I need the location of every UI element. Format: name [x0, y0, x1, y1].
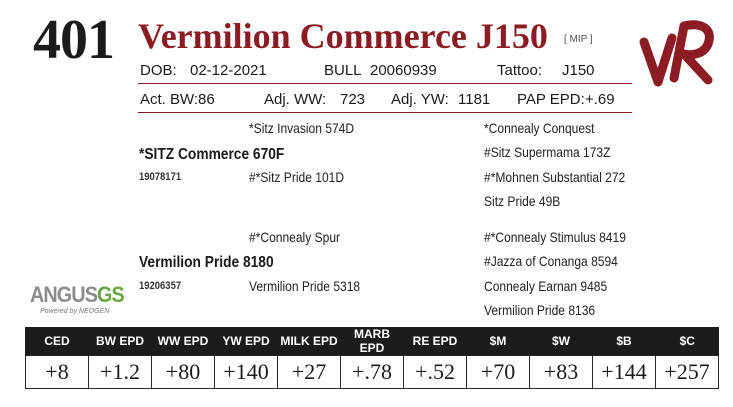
epd-value-marb: +.78 [340, 355, 404, 389]
epd-table: CED BW EPD WW EPD YW EPD MILK EPD MARB E… [25, 327, 719, 389]
epd-value-b: +144 [592, 355, 656, 389]
angus-gs-logo: ANGUSGS [30, 282, 125, 308]
tattoo-label: Tattoo: [497, 62, 543, 79]
dam-sire: #*Connealy Spur [249, 229, 341, 245]
sire-dam: #*Sitz Pride 101D [249, 169, 345, 185]
sire-sire-dam: #Sitz Supermama 173Z [484, 144, 611, 160]
pap-value: +.69 [585, 91, 615, 108]
gs-text: GS [97, 282, 125, 307]
epd-value-re: +.52 [403, 355, 467, 389]
epd-value-m: +70 [466, 355, 530, 389]
epd-value-ced: +8 [25, 355, 89, 389]
sire-dam-dam: Sitz Pride 49B [484, 193, 561, 209]
epd-header-milk: MILK EPD [277, 327, 341, 356]
sire-registration: 19078171 [139, 171, 182, 183]
epd-header-b: $B [592, 327, 656, 356]
powered-by-text: Powered by NEOGEN [40, 308, 110, 315]
adj-ww-label: Adj. WW: [264, 91, 327, 108]
dam-dam-sire: Connealy Earnan 9485 [484, 278, 608, 294]
epd-value-milk: +27 [277, 355, 341, 389]
dam-registration: 19206357 [139, 280, 182, 292]
act-bw-value: 86 [198, 91, 215, 108]
mip-tag: [ MIP ] [564, 34, 593, 45]
sire-sire-sire: *Connealy Conquest [484, 120, 595, 136]
tattoo-value: J150 [562, 62, 595, 79]
divider-line [138, 83, 632, 84]
animal-name: Vermilion Commerce J150 [138, 16, 548, 56]
dam-sire-sire: #*Connealy Stimulus 8419 [484, 229, 626, 245]
sex-value: BULL [324, 62, 362, 79]
sire-name: *SITZ Commerce 670F [139, 146, 285, 163]
epd-value-row: +8 +1.2 +80 +140 +27 +.78 +.52 +70 +83 +… [25, 355, 719, 389]
epd-value-ww: +80 [151, 355, 215, 389]
dam-dam: Vermilion Pride 5318 [249, 278, 361, 294]
dob-label: DOB: [140, 62, 177, 79]
vr-brand-logo-icon [639, 20, 714, 87]
lot-number: 401 [33, 9, 115, 71]
epd-header-yw: YW EPD [214, 327, 278, 356]
epd-header-marb: MARB EPD [340, 327, 404, 356]
adj-ww-value: 723 [340, 91, 366, 108]
epd-header-ww: WW EPD [151, 327, 215, 356]
dob-value: 02-12-2021 [190, 62, 267, 79]
dam-name: Vermilion Pride 8180 [139, 254, 274, 271]
dam-sire-dam: #Jazza of Conanga 8594 [484, 253, 618, 269]
act-bw-label: Act. BW: [140, 91, 199, 108]
epd-header-bw: BW EPD [88, 327, 152, 356]
adj-yw-label: Adj. YW: [391, 91, 449, 108]
epd-value-bw: +1.2 [88, 355, 152, 389]
epd-header-row: CED BW EPD WW EPD YW EPD MILK EPD MARB E… [25, 327, 719, 356]
epd-value-yw: +140 [214, 355, 278, 389]
epd-value-w: +83 [529, 355, 593, 389]
registration-number: 20060939 [370, 62, 437, 79]
epd-header-m: $M [466, 327, 530, 356]
sire-sire: *Sitz Invasion 574D [249, 120, 355, 136]
epd-header-c: $C [655, 327, 719, 356]
epd-value-c: +257 [655, 355, 719, 389]
epd-header-ced: CED [25, 327, 89, 356]
pap-label: PAP EPD: [517, 91, 585, 108]
sire-dam-sire: #*Mohnen Substantial 272 [484, 169, 626, 185]
divider-line [138, 112, 632, 113]
epd-header-w: $W [529, 327, 593, 356]
epd-header-re: RE EPD [403, 327, 467, 356]
adj-yw-value: 1181 [458, 91, 491, 108]
angus-text: ANGUS [30, 282, 98, 307]
dam-dam-dam: Vermilion Pride 8136 [484, 302, 596, 318]
